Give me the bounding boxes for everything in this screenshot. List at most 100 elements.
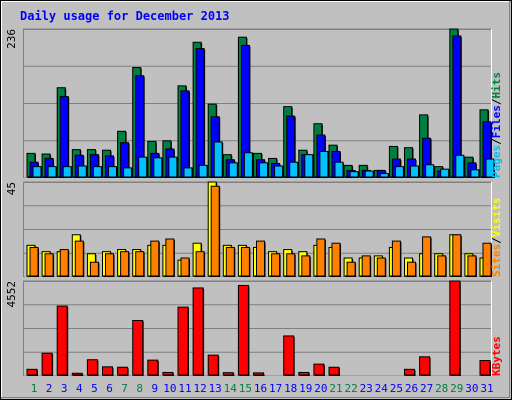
bar-sites-day-13 — [210, 185, 220, 277]
x-label-day-15: 15 — [239, 382, 252, 395]
bar-kbytes-day-11 — [177, 306, 189, 376]
bar-pages-day-6 — [108, 166, 117, 178]
x-label-day-5: 5 — [91, 382, 98, 395]
bar-pages-day-16 — [259, 162, 268, 178]
bar-sites-day-5 — [89, 261, 99, 277]
x-label-day-28: 28 — [435, 382, 448, 395]
bar-sites-day-20 — [316, 238, 326, 277]
bar-sites-day-28 — [437, 255, 447, 277]
bar-pages-day-17 — [274, 165, 284, 178]
bar-files-day-3 — [59, 96, 69, 178]
x-label-day-20: 20 — [314, 382, 327, 395]
x-label-day-8: 8 — [136, 382, 143, 395]
bar-pages-day-9 — [153, 157, 163, 178]
x-label-day-4: 4 — [76, 382, 83, 395]
panel-hits_files_pages — [23, 28, 495, 179]
x-axis-labels: 1 2 3 4 5 6 7 8 9 10 11 12 13 14 15 16 17 18 19 20 21 22 23 24 2… — [31, 382, 494, 395]
chart-title: Daily usage for December 2013 — [20, 9, 230, 23]
bar-sites-day-30 — [467, 255, 477, 277]
bar-sites-day-21 — [331, 242, 341, 277]
bar-kbytes-day-12 — [192, 287, 204, 376]
x-label-day-24: 24 — [375, 382, 389, 395]
bar-sites-day-25 — [391, 240, 401, 277]
bar-sites-day-11 — [180, 257, 190, 277]
bar-kbytes-day-14 — [222, 372, 234, 376]
y-max-label-kbytes: 4552 — [5, 281, 18, 308]
bar-pages-day-8 — [138, 156, 148, 178]
x-label-day-16: 16 — [254, 382, 267, 395]
x-label-day-13: 13 — [209, 382, 222, 395]
legend-part: / — [490, 237, 503, 244]
bar-pages-day-23 — [364, 170, 374, 178]
x-label-day-22: 22 — [344, 382, 357, 395]
x-label-day-21: 21 — [329, 382, 342, 395]
bar-kbytes-day-19 — [298, 371, 310, 376]
bar-pages-day-26 — [410, 165, 419, 178]
bar-pages-day-13 — [213, 141, 223, 178]
bar-sites-day-10 — [165, 238, 175, 277]
bar-sites-day-22 — [346, 261, 356, 277]
bar-sites-day-8 — [135, 251, 145, 277]
bar-sites-day-17 — [271, 253, 281, 277]
x-label-day-3: 3 — [61, 382, 68, 395]
bar-kbytes-day-9 — [147, 359, 159, 376]
x-label-day-6: 6 — [106, 382, 113, 395]
bar-pages-day-12 — [198, 164, 208, 178]
y-max-label-visits_sites: 45 — [5, 182, 18, 195]
bar-kbytes-day-21 — [328, 366, 340, 376]
x-label-day-25: 25 — [390, 382, 403, 395]
bar-sites-day-2 — [44, 253, 54, 277]
x-label-day-14: 14 — [224, 382, 238, 395]
bar-kbytes-day-7 — [117, 366, 129, 376]
bar-kbytes-day-20 — [313, 363, 325, 376]
y-max-label-hits_files_pages: 236 — [5, 29, 18, 49]
legend-part: KBytes — [490, 336, 503, 376]
bar-sites-day-29 — [452, 234, 462, 277]
bar-pages-day-31 — [485, 158, 495, 178]
bar-kbytes-day-29 — [449, 280, 461, 376]
bar-sites-day-9 — [150, 240, 160, 277]
bar-sites-day-12 — [195, 251, 205, 277]
bar-sites-day-16 — [256, 240, 265, 277]
bar-pages-day-19 — [304, 154, 314, 178]
bar-pages-day-10 — [168, 156, 178, 178]
bar-pages-day-1 — [32, 166, 42, 178]
x-label-day-26: 26 — [405, 382, 418, 395]
chart-panels — [23, 28, 495, 377]
x-label-day-19: 19 — [299, 382, 312, 395]
bar-pages-day-30 — [470, 169, 480, 178]
bar-kbytes-day-8 — [132, 319, 144, 376]
bar-pages-day-2 — [47, 166, 57, 178]
bar-kbytes-day-26 — [404, 368, 415, 376]
x-label-day-1: 1 — [31, 382, 38, 395]
bar-pages-day-27 — [425, 164, 435, 178]
bar-sites-day-23 — [361, 255, 371, 277]
x-label-day-9: 9 — [151, 382, 158, 395]
panel-visits_sites — [23, 181, 492, 278]
legend-part: / — [490, 138, 503, 145]
bar-pages-day-4 — [77, 165, 87, 178]
bar-kbytes-day-5 — [86, 359, 98, 376]
x-label-day-29: 29 — [450, 382, 463, 395]
bar-pages-day-3 — [62, 166, 72, 178]
legend-part: Files — [490, 105, 503, 138]
x-label-day-11: 11 — [178, 382, 191, 395]
bar-pages-day-15 — [243, 152, 253, 178]
bar-sites-day-31 — [482, 242, 492, 277]
x-label-day-10: 10 — [163, 382, 176, 395]
bar-pages-day-7 — [123, 167, 133, 178]
bar-kbytes-day-13 — [207, 354, 219, 376]
bar-sites-day-26 — [407, 261, 416, 277]
bar-sites-day-19 — [301, 255, 311, 277]
bar-kbytes-day-4 — [71, 372, 83, 376]
bar-pages-day-18 — [289, 161, 299, 178]
legend-part: Sites — [490, 244, 503, 277]
bar-kbytes-day-27 — [419, 356, 431, 376]
legend-label-hits_files_pages: Pages/Files/Hits — [490, 72, 503, 178]
x-label-day-18: 18 — [284, 382, 297, 395]
bar-pages-day-29 — [455, 154, 465, 178]
panel-kbytes — [23, 280, 492, 377]
bar-kbytes-day-15 — [237, 284, 249, 376]
